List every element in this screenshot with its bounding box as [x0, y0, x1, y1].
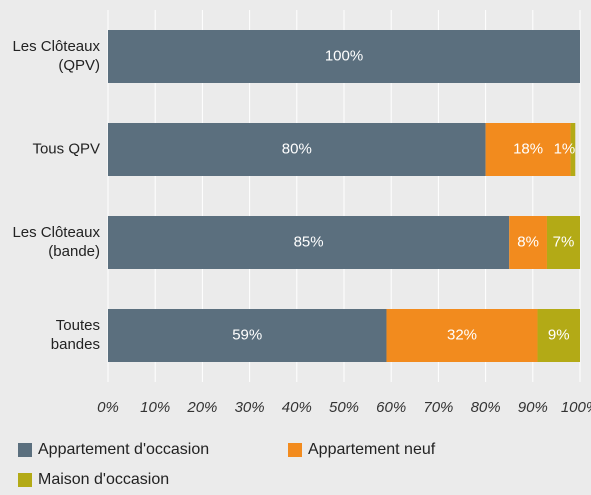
bar-segment — [108, 309, 387, 362]
x-tick-label: 30% — [235, 399, 265, 416]
legend-swatch — [288, 443, 302, 457]
y-tick-label: Tous QPV — [32, 140, 100, 157]
x-tick-label: 60% — [376, 399, 406, 416]
legend-label: Maison d'occasion — [38, 471, 169, 488]
x-tick-label: 50% — [329, 399, 359, 416]
data-label: 32% — [447, 326, 477, 343]
data-label: 100% — [325, 47, 363, 64]
data-label: 80% — [282, 140, 312, 157]
data-label: 1% — [554, 140, 576, 157]
y-tick-label: Les Clôteaux — [12, 224, 100, 241]
legend-swatch — [18, 443, 32, 457]
data-label: 8% — [517, 233, 539, 250]
data-label: 59% — [232, 326, 262, 343]
y-tick-label: (bande) — [48, 243, 100, 260]
legend-label: Appartement d'occasion — [38, 441, 209, 458]
legend-swatch — [18, 473, 32, 487]
bar-segment — [570, 123, 576, 176]
x-tick-label: 10% — [140, 399, 170, 416]
bar-segment — [537, 309, 580, 362]
data-label: 9% — [548, 326, 570, 343]
x-tick-label: 100% — [561, 399, 591, 416]
y-tick-label: bandes — [51, 336, 100, 353]
data-label: 18% — [513, 140, 543, 157]
data-label: 85% — [294, 233, 324, 250]
bar-segment — [386, 309, 538, 362]
bar-segment — [485, 123, 571, 176]
y-tick-label: Les Clôteaux — [12, 38, 100, 55]
bar-segment — [546, 216, 580, 269]
bar-segment — [509, 216, 547, 269]
data-label: 7% — [553, 233, 575, 250]
x-tick-label: 80% — [471, 399, 501, 416]
bar-segment — [108, 216, 510, 269]
x-tick-label: 0% — [97, 399, 119, 416]
bar-segment — [108, 30, 580, 83]
x-tick-label: 20% — [186, 399, 217, 416]
bar-segment — [108, 123, 486, 176]
x-tick-label: 90% — [518, 399, 548, 416]
x-tick-label: 40% — [282, 399, 312, 416]
y-tick-label: Toutes — [56, 317, 100, 334]
y-tick-label: (QPV) — [58, 57, 100, 74]
legend-label: Appartement neuf — [308, 441, 436, 458]
x-tick-label: 70% — [423, 399, 453, 416]
